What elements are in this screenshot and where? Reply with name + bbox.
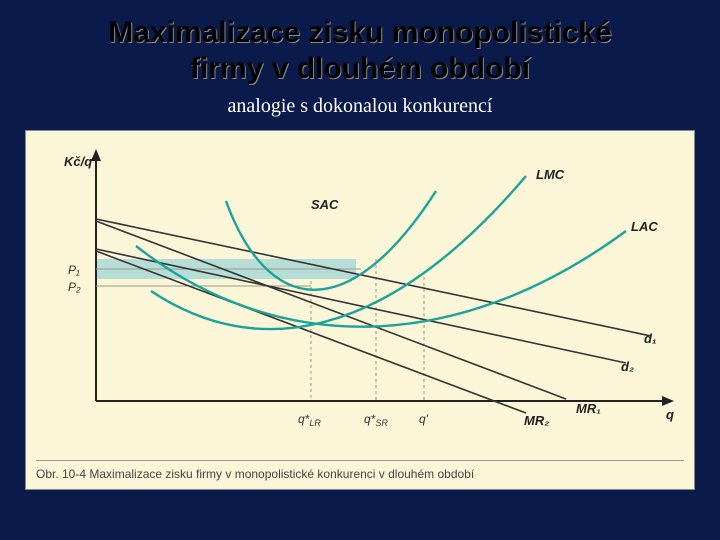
d2-label: d₂ (621, 359, 634, 374)
p1-label: P₁ (68, 263, 80, 277)
x-axis-label: q (666, 407, 674, 422)
p2-label: P₂ (68, 280, 81, 294)
slide-subtitle: analogie s dokonalou konkurencí (25, 95, 695, 118)
y-axis-arrow-icon (91, 149, 101, 161)
lac-label: LAC (631, 219, 658, 234)
d1-label: d₁ (644, 331, 657, 346)
sac-label: SAC (311, 197, 339, 212)
qlr-label: q*LR (298, 412, 321, 428)
mr1-label: MR₁ (576, 401, 601, 416)
figure-caption: Obr. 10-4 Maximalizace zisku firmy v mon… (36, 467, 474, 481)
title-line-1: Maximalizace zisku monopolistické (108, 16, 612, 49)
lmc-curve (151, 176, 526, 329)
chart-container: Kč/q q P₁ P₂ SAC LMC LAC d₁ d₂ MR₁ MR₂ q… (25, 130, 695, 490)
mr2-label: MR₂ (524, 413, 549, 428)
y-axis-label: Kč/q (64, 154, 92, 169)
qsr-label: q*SR (364, 412, 388, 428)
econ-diagram: Kč/q q P₁ P₂ SAC LMC LAC d₁ d₂ MR₁ MR₂ q… (26, 131, 696, 451)
mr1-line (96, 221, 566, 399)
lmc-label: LMC (536, 167, 565, 182)
caption-divider (36, 460, 684, 461)
slide: Maximalizace zisku monopolistické firmy … (0, 0, 720, 540)
slide-title: Maximalizace zisku monopolistické firmy … (25, 15, 695, 87)
chart-area: Kč/q q P₁ P₂ SAC LMC LAC d₁ d₂ MR₁ MR₂ q… (26, 131, 694, 489)
title-line-2: firmy v dlouhém období (190, 52, 530, 85)
qp-label: q' (419, 412, 429, 426)
x-axis-arrow-icon (662, 396, 674, 406)
